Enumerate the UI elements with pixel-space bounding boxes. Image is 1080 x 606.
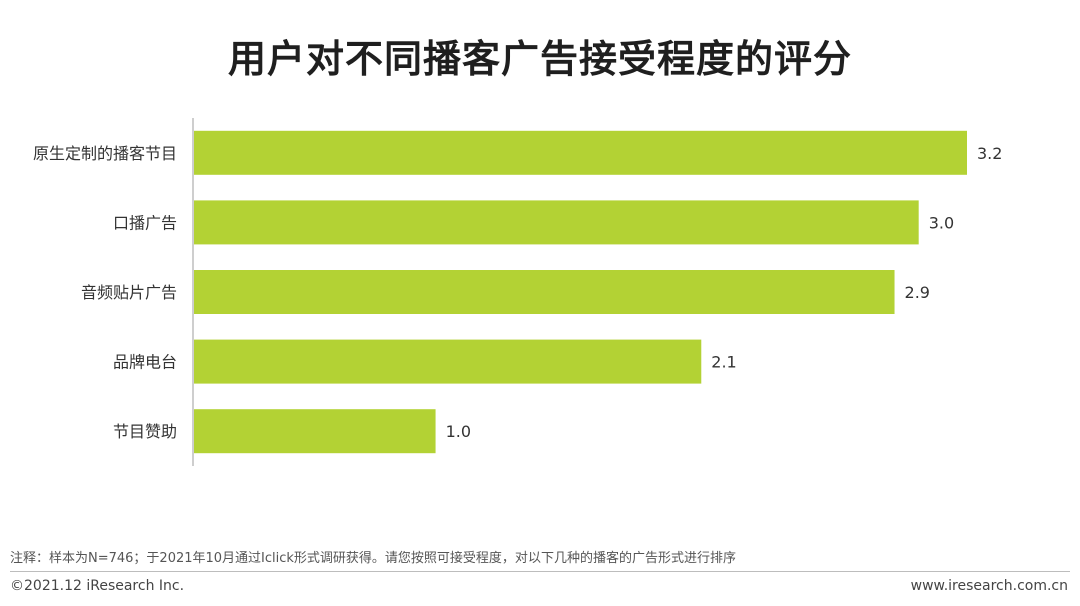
bar: [194, 339, 702, 384]
bar: [194, 200, 919, 245]
bar: [194, 409, 436, 454]
copyright-text: ©2021.12 iResearch Inc.: [10, 578, 185, 594]
value-label: 3.0: [929, 213, 954, 232]
category-label: 音频贴片广告: [81, 283, 177, 302]
footnote: 注释：样本为N=746；于2021年10月通过Iclick形式调研获得。请您按照…: [10, 551, 736, 566]
website-link[interactable]: www.iresearch.com.cn: [910, 578, 1068, 594]
value-label: 1.0: [446, 422, 471, 441]
chart-title: 用户对不同播客广告接受程度的评分: [227, 37, 852, 81]
category-label: 品牌电台: [113, 353, 177, 372]
category-label: 原生定制的播客节目: [33, 144, 177, 163]
category-label: 节目赞助: [113, 422, 177, 441]
value-label: 2.9: [905, 283, 930, 302]
bar: [194, 130, 967, 175]
value-label: 3.2: [977, 144, 1002, 163]
value-label: 2.1: [711, 353, 736, 372]
category-label: 口播广告: [113, 213, 177, 232]
bar: [194, 270, 895, 314]
footer-divider: [10, 571, 1070, 572]
